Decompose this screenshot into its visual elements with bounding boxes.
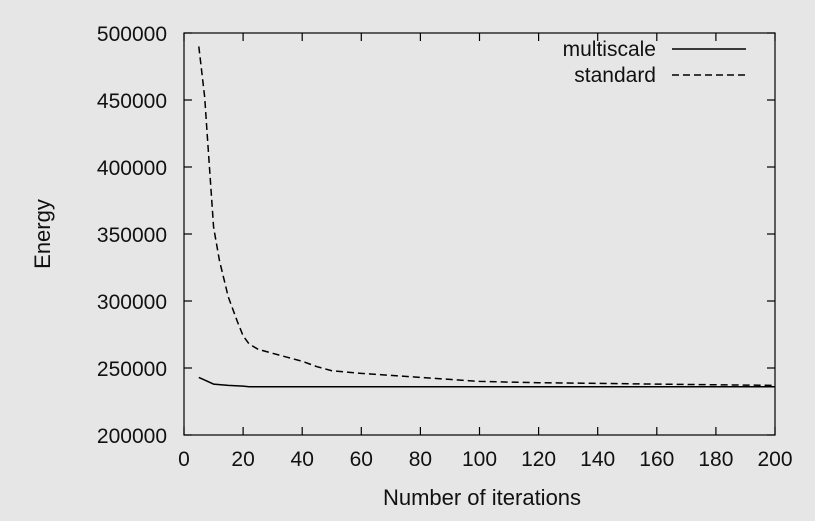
x-tick-label: 180: [698, 448, 733, 471]
x-tick-label: 120: [521, 448, 556, 471]
series-line-standard: [198, 46, 776, 387]
x-tick-label: 200: [757, 448, 792, 471]
series-layer: [198, 46, 776, 388]
x-tick-label: 140: [580, 448, 615, 471]
y-tick-label: 250000: [97, 358, 167, 381]
legend-label-multiscale: multiscale: [563, 38, 656, 61]
legend-label-standard: standard: [574, 64, 656, 87]
legend: multiscale standard: [563, 38, 746, 87]
y-tick-label: 400000: [97, 157, 167, 180]
y-tick-label: 350000: [97, 224, 167, 247]
x-tick-label: 40: [291, 448, 314, 471]
y-tick-label: 300000: [97, 291, 167, 314]
x-tick-label: 80: [409, 448, 432, 471]
y-tick-label: 500000: [97, 23, 167, 46]
x-tick-label: 100: [462, 448, 497, 471]
x-tick-label: 20: [231, 448, 254, 471]
x-axis-title: Number of iterations: [383, 485, 581, 510]
x-tick-label: 0: [178, 448, 190, 471]
tick-labels: 0 20 40 60 80 100 120 140 160 180 200 200000 250000 3…: [97, 23, 793, 471]
series-line-multiscale: [198, 376, 775, 388]
axis-ticks: [183, 32, 776, 436]
x-tick-label: 160: [639, 448, 674, 471]
y-tick-label: 200000: [97, 425, 167, 448]
x-tick-label: 60: [350, 448, 373, 471]
y-tick-label: 450000: [97, 90, 167, 113]
y-axis-title: Energy: [30, 199, 55, 269]
